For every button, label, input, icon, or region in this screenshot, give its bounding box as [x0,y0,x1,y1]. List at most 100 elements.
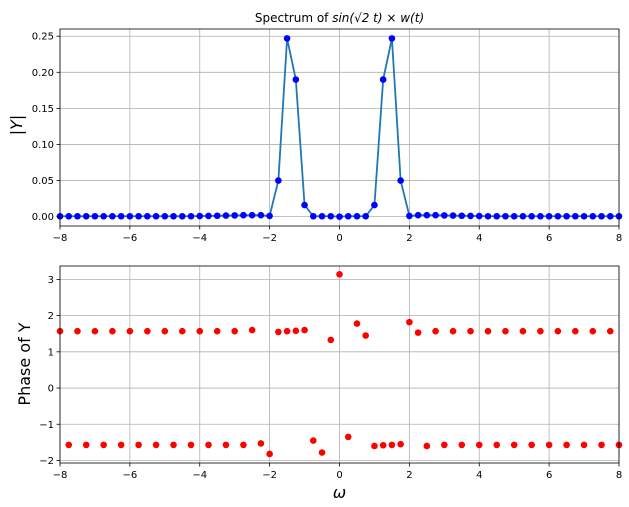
phase-data-point [572,327,579,335]
magnitude-xtick-label: 8 [616,233,622,244]
phase-data-point [275,328,282,336]
phase-xtick-label: −4 [192,470,207,481]
magnitude-xtick-label: −8 [53,233,68,244]
magnitude-data-point [475,212,483,220]
phase-data-point [362,332,370,339]
phase-data-point [554,327,562,335]
phase-data-point [222,441,230,449]
phase-data-point [414,329,422,336]
magnitude-data-point [458,212,466,220]
magnitude-data-point [65,212,73,220]
magnitude-data-point [572,212,579,220]
phase-xtick-label: 2 [406,470,412,481]
magnitude-title-prefix: Spectrum of [255,11,332,25]
magnitude-data-point [187,212,195,220]
magnitude-data-point [606,212,614,220]
phase-data-point [432,327,439,335]
phase-data-point [309,437,317,444]
magnitude-data-point [213,212,221,220]
magnitude-title: Spectrum of sin(√2 t) × w(t) [255,11,424,25]
phase-data-point [484,327,492,335]
phase-data-point [580,441,588,449]
magnitude-xtick-label: 6 [546,233,552,244]
phase-ytick-label: 2 [48,311,54,322]
phase-data-point [449,327,457,335]
magnitude-data-point [493,212,501,220]
magnitude-data-point [397,177,404,184]
magnitude-data-point [545,212,553,220]
phase-data-point [606,327,614,335]
magnitude-xtick-label: 4 [476,233,482,244]
phase-xtick-label: 0 [336,470,342,481]
phase-data-point [65,441,73,449]
magnitude-axes: Spectrum of sin(√2 t) × w(t) |Y| −8 −6 −4 −… [7,11,623,244]
magnitude-data-point [432,211,439,219]
phase-data-point [397,440,404,448]
phase-data-point [423,442,431,450]
magnitude-data-point [580,212,588,220]
magnitude-data-point [379,76,387,83]
phase-data-point [353,320,361,327]
magnitude-data-point [510,212,518,220]
phase-xtick-label: −8 [53,470,68,481]
magnitude-data-point [388,35,396,42]
phase-data-point [187,441,195,449]
phase-xlabel: ω [333,483,346,502]
phase-data-point [379,441,387,449]
phase-data-point [301,326,308,334]
phase-data-point [196,327,204,335]
magnitude-data-point [318,212,326,220]
magnitude-data-point [91,212,99,220]
magnitude-data-point [414,211,422,219]
magnitude-ytick-label: 0.25 [32,32,54,43]
phase-data-point [502,327,509,335]
magnitude-data-point [144,212,151,220]
magnitude-data-point [598,212,605,220]
phase-data-point [292,327,300,335]
magnitude-data-point [283,35,291,42]
magnitude-data-point [423,211,431,219]
phase-data-point [406,318,413,326]
magnitude-data-point [554,212,562,220]
phase-data-point [205,441,212,449]
phase-data-point [336,271,343,278]
magnitude-data-point [100,212,107,220]
magnitude-data-point [266,212,273,220]
magnitude-data-point [231,212,238,219]
magnitude-ylabel: |Y| [7,115,26,136]
phase-data-point [178,327,186,335]
phase-data-point [231,327,238,335]
magnitude-data-point [248,211,256,219]
magnitude-data-point [371,201,378,209]
magnitude-data-point [135,212,142,220]
magnitude-xtick-label: 0 [336,233,342,244]
phase-data-point [537,327,544,335]
phase-data-point [458,441,466,449]
magnitude-data-point [502,212,509,220]
magnitude-data-point [344,212,352,220]
phase-axes: Phase of Y ω −8 −6 −4 −2 0 2 4 6 8 −2 −1 0 1 2 3 [15,265,623,502]
magnitude-data-point [336,213,343,220]
phase-data-point [589,327,597,335]
phase-data-point [91,327,99,335]
phase-data-point [144,327,151,335]
magnitude-ytick-label: 0.05 [32,176,54,187]
magnitude-xtick-label: −2 [262,233,277,244]
phase-data-point [283,327,291,335]
phase-xtick-label: 8 [616,470,622,481]
magnitude-data-point [528,212,535,220]
phase-ytick-label: 3 [48,275,54,286]
magnitude-data-point [240,211,247,219]
magnitude-data-point [257,211,265,219]
magnitude-data-point [309,212,317,220]
phase-data-point [327,336,335,344]
phase-xtick-label: 4 [476,470,482,481]
phase-grid [59,266,620,463]
phase-data-point [152,441,160,449]
magnitude-data-point [161,212,169,220]
phase-xtick-label: −2 [262,470,277,481]
phase-data-point [388,441,396,449]
magnitude-title-math: sin(√2 t) × w(t) [332,11,424,25]
magnitude-data-point [170,212,177,220]
magnitude-data-point [74,212,81,220]
